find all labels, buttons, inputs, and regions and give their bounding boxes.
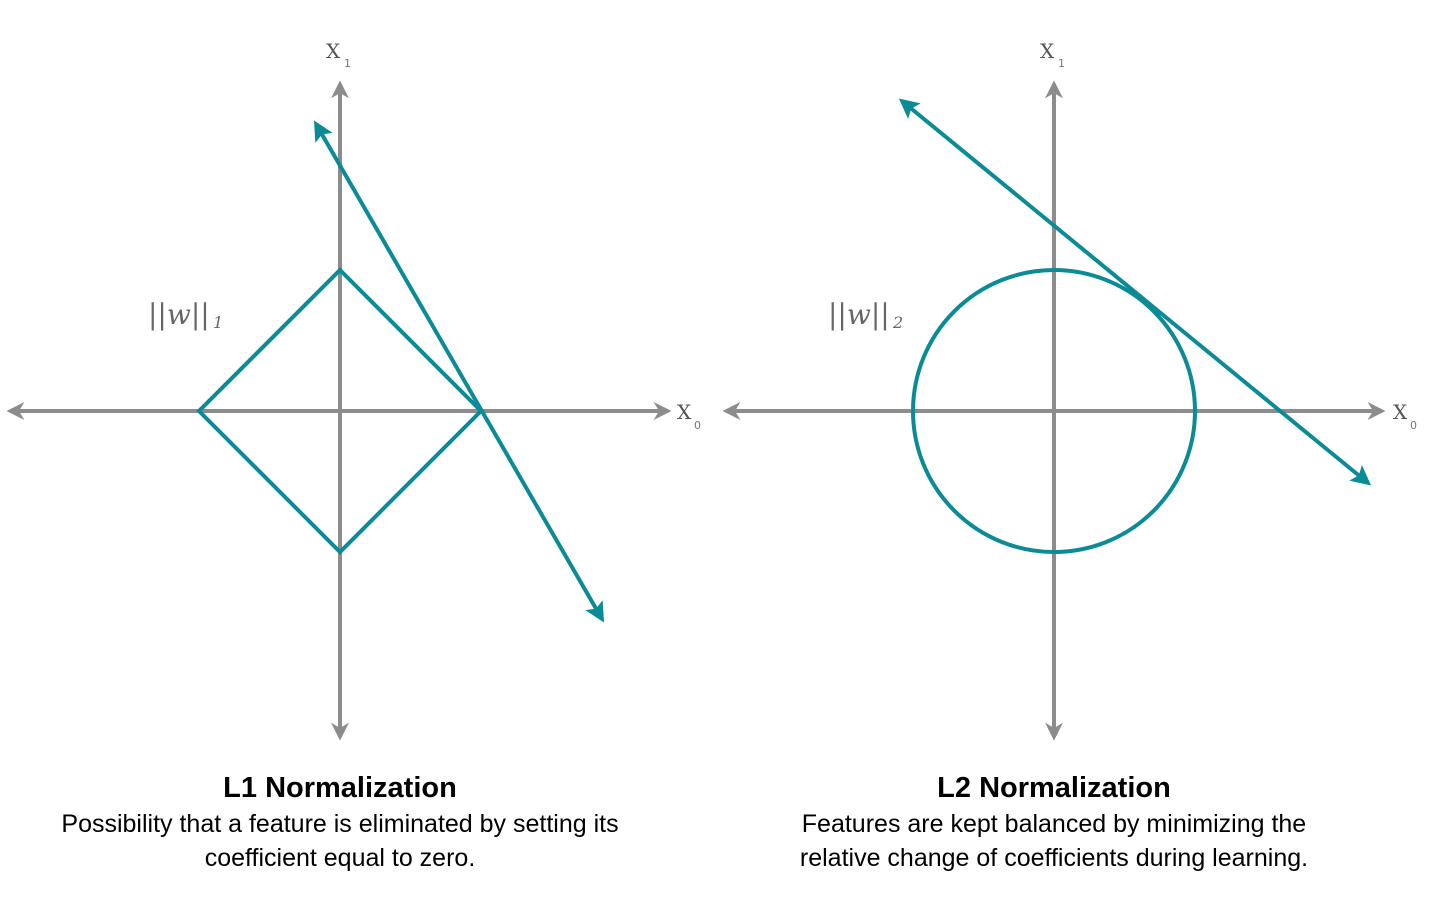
- l2-x1-axis-subscript: 1: [1058, 57, 1065, 70]
- l1-x1-axis-label: X: [326, 39, 341, 63]
- l1-caption-line-2: coefficient equal to zero.: [205, 844, 476, 872]
- l1-norm-subscript: 1: [213, 313, 223, 332]
- l2-x1-axis-label: X: [1040, 39, 1055, 63]
- l1-x0-axis-subscript: 0: [694, 419, 701, 432]
- l2-caption-title: L2 Normalization: [937, 772, 1171, 804]
- l2-caption-line-1: Features are kept balanced by minimizing…: [802, 810, 1306, 838]
- l1-panel: X 1 X 0 ||w|| 1 L1 Normalization Possibi…: [6, 39, 701, 872]
- l1-caption-line-1: Possibility that a feature is eliminated…: [61, 810, 618, 838]
- l2-panel: X 1 X 0 ||w|| 2 L2 Normalization Feature…: [722, 39, 1417, 872]
- l1-norm-label: ||w||: [148, 298, 210, 331]
- l2-caption-line-2: relative change of coefficients during l…: [800, 844, 1308, 872]
- l2-x0-axis-label: X: [1393, 400, 1408, 424]
- l1-caption-title: L1 Normalization: [223, 772, 457, 804]
- l2-norm-label: ||w||: [828, 298, 890, 331]
- l1-x1-axis-subscript: 1: [344, 57, 351, 70]
- l2-tangent-line: [898, 98, 1372, 486]
- l2-norm-subscript: 2: [892, 313, 903, 332]
- l1-tangent-line: [313, 120, 605, 623]
- l2-x0-axis-subscript: 0: [1410, 419, 1417, 432]
- l1-x0-axis-label: X: [677, 400, 692, 424]
